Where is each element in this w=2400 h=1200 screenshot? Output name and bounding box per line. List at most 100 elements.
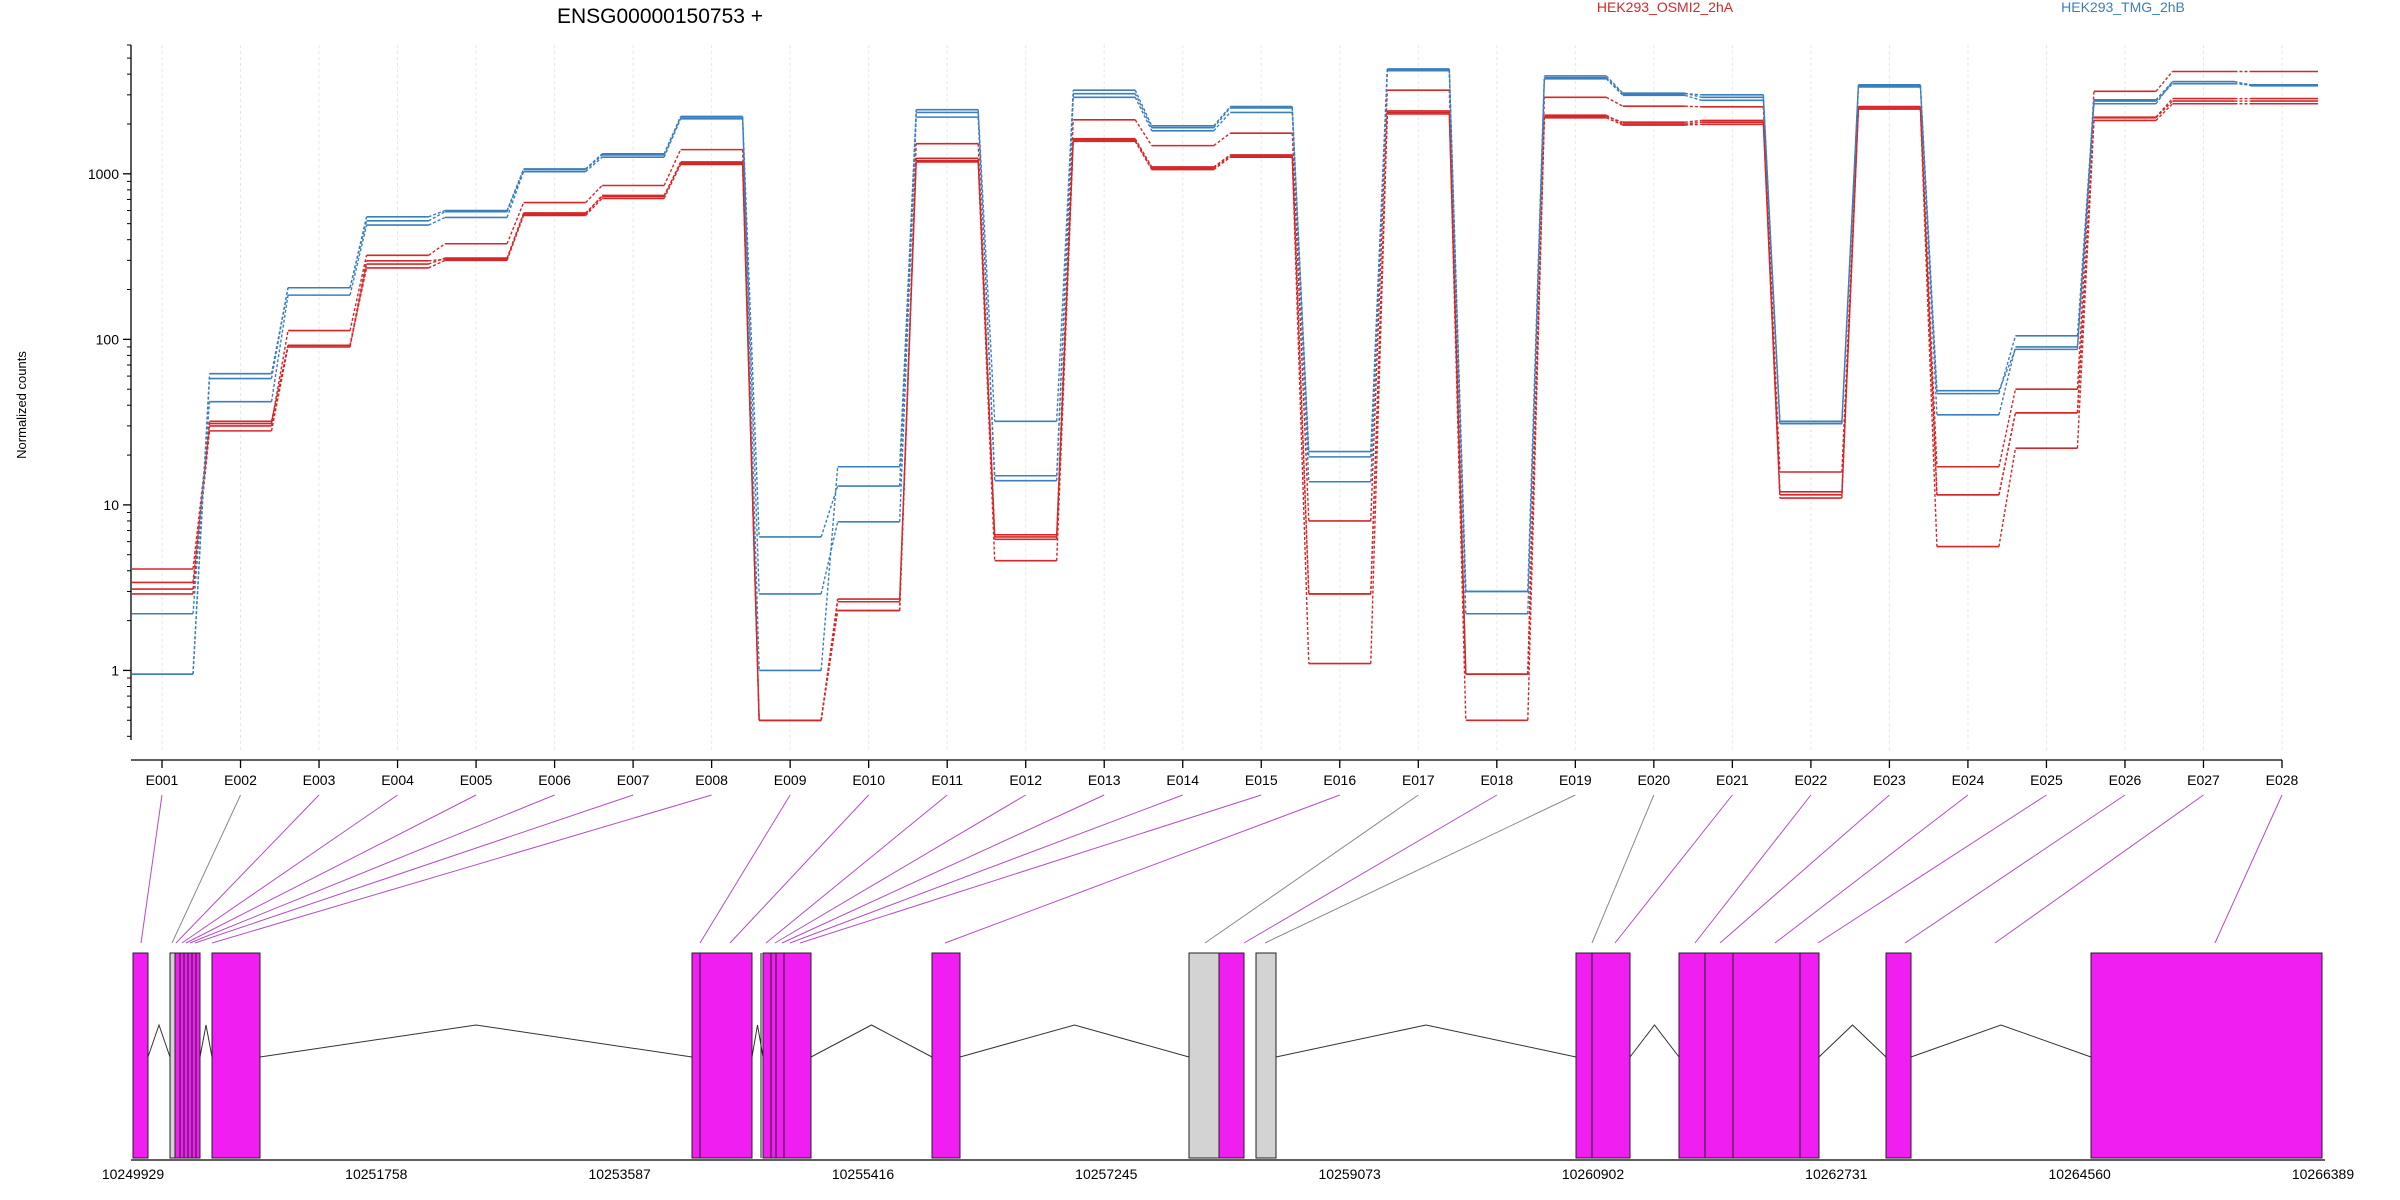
- data-connector: [2155, 100, 2173, 119]
- x-tick-label: E027: [2187, 772, 2220, 788]
- intron-line: [199, 1024, 213, 1058]
- data-connector: [192, 373, 211, 675]
- x-tick-label: E001: [146, 772, 179, 788]
- series-tmg: [132, 68, 2318, 675]
- data-connector: [741, 116, 760, 671]
- data-connector: [1605, 96, 1624, 107]
- data-connector: [820, 598, 839, 721]
- exon-connector-line: [765, 794, 948, 944]
- data-connector: [820, 521, 839, 595]
- data-connector: [2076, 101, 2095, 350]
- data-connector: [506, 213, 525, 260]
- exon-block: [1575, 952, 1631, 1159]
- data-connector: [977, 117, 996, 476]
- exon-connector-line: [1904, 794, 2126, 944]
- exon-connector-line: [1243, 794, 1498, 944]
- exon-connector-line: [1774, 794, 1969, 944]
- data-connector: [741, 161, 760, 721]
- series-osmi2: [132, 97, 2318, 722]
- exon-connector-line: [185, 794, 477, 944]
- x-tick-label: E020: [1638, 772, 1671, 788]
- x-tick-label: E012: [1009, 772, 1042, 788]
- x-tick-label: E007: [617, 772, 650, 788]
- exon-connector-line: [1719, 794, 1890, 944]
- data-connector: [1841, 85, 1860, 424]
- series-tmg: [132, 68, 2318, 675]
- y-tick-label: 100: [96, 331, 120, 347]
- exon-block: [691, 952, 753, 1159]
- intron-line: [147, 1023, 171, 1058]
- data-connector: [1998, 346, 2017, 415]
- data-connector: [270, 346, 289, 432]
- intron-line: [810, 1024, 933, 1058]
- data-connector: [1370, 112, 1388, 594]
- data-connector: [585, 153, 603, 170]
- data-connector: [1919, 109, 1938, 547]
- exon-block: [762, 952, 812, 1159]
- data-connector: [1056, 138, 1074, 540]
- data-connector: [1056, 90, 1074, 422]
- data-connector: [1213, 154, 1231, 168]
- exon-connector-line: [1694, 794, 1812, 944]
- data-connector: [349, 216, 368, 288]
- series-lines: [132, 68, 2318, 722]
- exon-block: [931, 952, 961, 1159]
- data-connector: [1291, 154, 1310, 594]
- x-tick-label: E028: [2266, 772, 2299, 788]
- x-tick-label: E023: [1873, 772, 1906, 788]
- data-connector: [1213, 155, 1231, 169]
- data-connector: [2076, 117, 2095, 413]
- intron-line: [259, 1024, 693, 1058]
- genomic-coordinate-label: 10257245: [1075, 1166, 1138, 1182]
- exon-connector-line: [171, 794, 241, 944]
- data-connector: [2155, 98, 2174, 118]
- data-connector: [1134, 141, 1153, 170]
- series-osmi2: [132, 100, 2318, 722]
- exon-block: [1255, 952, 1277, 1159]
- data-connector: [1213, 156, 1231, 171]
- data-connector: [1291, 133, 1310, 521]
- data-connector: [2155, 81, 2174, 105]
- exon-connector-line: [175, 794, 320, 944]
- genomic-coordinate-label: 10264560: [2049, 1166, 2112, 1182]
- x-tick-label: E008: [695, 772, 728, 788]
- data-connector: [585, 156, 603, 173]
- data-connector: [1134, 93, 1153, 128]
- data-connector: [1213, 132, 1231, 147]
- exon-connector-line: [189, 794, 555, 944]
- x-tick-label: E006: [538, 772, 571, 788]
- data-connector: [898, 117, 917, 522]
- data-connector: [2234, 83, 2252, 86]
- series-tmg: [132, 69, 2318, 615]
- data-connector: [585, 197, 603, 216]
- y-tick-label: 1: [111, 662, 119, 678]
- x-tick-label: E026: [2109, 772, 2142, 788]
- genomic-coordinate-label: 10249929: [102, 1166, 165, 1182]
- exon-connector-line: [181, 794, 398, 944]
- data-connector: [1056, 93, 1074, 481]
- data-connector: [663, 116, 682, 155]
- data-connector: [428, 257, 446, 265]
- data-connector: [820, 485, 839, 538]
- data-connector: [428, 216, 446, 226]
- data-connector: [270, 330, 289, 424]
- data-connector: [506, 212, 525, 259]
- data-connector: [977, 158, 996, 540]
- data-connector: [1762, 120, 1781, 495]
- gene-model: 10249929 10251758 10253587 10255416 10257245…: [102, 952, 2354, 1182]
- x-tick-label: E014: [1166, 772, 1199, 788]
- data-connector: [1448, 112, 1467, 675]
- data-connector: [1606, 117, 1624, 126]
- intron-line: [1910, 1024, 2092, 1058]
- x-tick-label: E004: [381, 772, 414, 788]
- x-tick-label: E009: [774, 772, 807, 788]
- data-connector: [820, 610, 839, 721]
- exon-block: [132, 952, 149, 1159]
- data-connector: [1684, 94, 1702, 101]
- exon-block: [1218, 952, 1245, 1159]
- data-connector: [349, 255, 368, 331]
- data-connector: [2155, 71, 2174, 92]
- exon-connector-line: [2214, 794, 2283, 944]
- x-tick-label: E005: [460, 772, 493, 788]
- data-connector: [2155, 83, 2173, 102]
